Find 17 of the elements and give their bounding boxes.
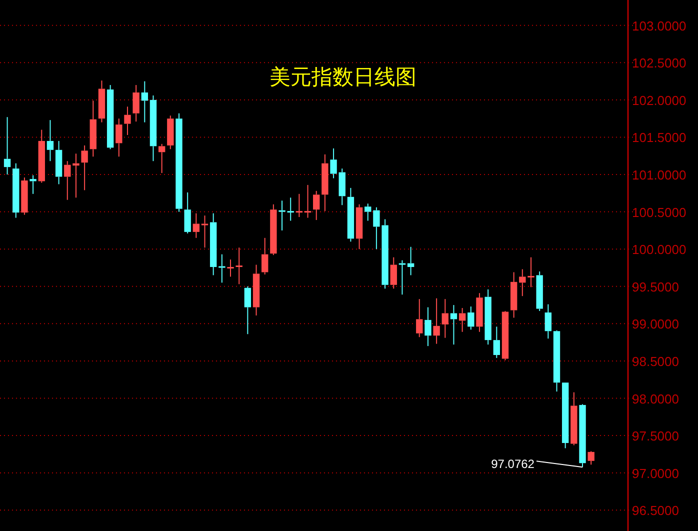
ytick: 102.0000	[632, 92, 686, 108]
ytick: 101.5000	[632, 130, 686, 146]
ytick: 99.5000	[632, 279, 679, 294]
title: 美元指数日线图	[270, 65, 416, 89]
ytick: 101.0000	[632, 168, 686, 183]
ytick: 97.5000	[632, 428, 679, 444]
ytick: 97.0000	[632, 466, 679, 481]
ytick: 100.5000	[632, 204, 686, 220]
ytick: 98.0000	[632, 391, 679, 406]
ytick: 99.0000	[632, 316, 679, 332]
annotation: 97.0762	[491, 457, 583, 472]
ytick: 98.5000	[632, 354, 679, 369]
annotation: 97.0762	[491, 457, 535, 472]
ytick: 100.0000	[632, 242, 686, 258]
ytick: 96.5000	[632, 503, 679, 518]
ytick: 103.0000	[632, 18, 686, 34]
ytick: 102.5000	[632, 56, 686, 71]
